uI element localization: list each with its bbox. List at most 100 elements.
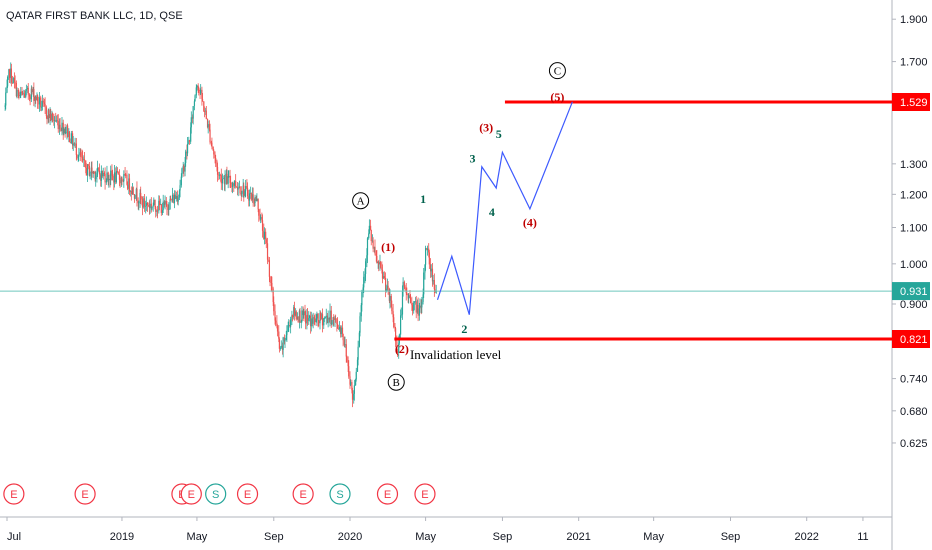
candle-body bbox=[338, 326, 340, 330]
candle-body bbox=[163, 201, 166, 206]
candle-body bbox=[203, 111, 206, 112]
candle-body bbox=[20, 91, 22, 96]
candle-body bbox=[280, 347, 282, 349]
event-marker-letter: E bbox=[244, 489, 251, 501]
candle-body bbox=[362, 287, 364, 292]
candle-body bbox=[85, 167, 87, 176]
candle-body bbox=[96, 172, 98, 176]
candle-body bbox=[224, 177, 226, 185]
candle-body bbox=[376, 255, 378, 264]
candle-body bbox=[360, 305, 362, 317]
target-level-tag-text: 1.529 bbox=[900, 97, 928, 109]
candle-body bbox=[385, 288, 387, 291]
candle-body bbox=[361, 291, 363, 306]
candle-body bbox=[271, 282, 273, 289]
candle-body bbox=[30, 88, 32, 100]
invalidation-level-annotation: Invalidation level bbox=[410, 347, 502, 362]
candle-body bbox=[338, 328, 340, 330]
candle-body bbox=[356, 359, 359, 372]
candle-body bbox=[116, 171, 119, 172]
candle-body bbox=[320, 313, 322, 320]
candle-body bbox=[196, 85, 198, 88]
candle-body bbox=[340, 326, 342, 335]
y-tick-label: 0.900 bbox=[900, 299, 928, 311]
candle-body bbox=[46, 116, 48, 120]
candle-body bbox=[413, 301, 415, 303]
x-tick-label: Jul bbox=[7, 531, 21, 543]
candle-body bbox=[214, 154, 216, 158]
candle-body bbox=[130, 191, 132, 194]
candle-body bbox=[408, 295, 410, 299]
event-marker-letter: E bbox=[81, 489, 88, 501]
candle-body bbox=[98, 167, 100, 171]
candle-body bbox=[193, 101, 196, 107]
candle-body bbox=[220, 175, 222, 184]
candle-body bbox=[267, 259, 269, 261]
candle-body bbox=[60, 129, 62, 131]
candle-body bbox=[330, 310, 332, 324]
candle-body bbox=[302, 310, 304, 316]
candle-body bbox=[188, 140, 191, 142]
candle-body bbox=[392, 311, 394, 318]
candle-body bbox=[411, 305, 414, 311]
candle-body bbox=[389, 296, 391, 301]
candle-body bbox=[325, 317, 327, 319]
candle-body bbox=[143, 198, 146, 207]
candle-body bbox=[57, 120, 59, 122]
candle-body bbox=[156, 210, 159, 212]
candle-body bbox=[335, 318, 337, 320]
candle-body bbox=[158, 200, 161, 205]
candle-body bbox=[146, 203, 149, 205]
wave-label: (5) bbox=[550, 90, 564, 104]
event-marker-letter: E bbox=[299, 489, 306, 501]
candle-body bbox=[31, 88, 33, 93]
candle-body bbox=[156, 210, 158, 212]
candle-body bbox=[421, 301, 423, 308]
candle-body bbox=[100, 174, 102, 181]
candle-body bbox=[14, 81, 16, 84]
candle-body bbox=[133, 194, 136, 199]
candle-body bbox=[395, 328, 397, 342]
candle-body bbox=[109, 178, 111, 180]
candle-body bbox=[401, 290, 404, 315]
candle-body bbox=[235, 180, 237, 187]
candle-body bbox=[49, 114, 51, 119]
candle-body bbox=[390, 296, 392, 308]
candle-body bbox=[158, 200, 160, 211]
candle-body bbox=[374, 246, 376, 254]
candle-body bbox=[83, 159, 86, 161]
candle-body bbox=[160, 204, 162, 205]
candle-body bbox=[308, 315, 310, 319]
candle-body bbox=[15, 83, 17, 97]
candle-body bbox=[278, 338, 281, 349]
candle-body bbox=[416, 304, 419, 313]
candle-body bbox=[336, 323, 339, 329]
y-tick-label: 1.900 bbox=[900, 14, 928, 26]
candle-body bbox=[287, 325, 289, 332]
candle-body bbox=[108, 178, 110, 181]
candle-body bbox=[258, 209, 260, 216]
candle-body bbox=[188, 140, 190, 145]
candle-body bbox=[216, 166, 219, 175]
candle-body bbox=[308, 318, 310, 321]
earnings-event-marker bbox=[236, 483, 259, 505]
y-tick-label: 1.200 bbox=[900, 189, 928, 201]
candle-body bbox=[365, 261, 367, 274]
candle-body bbox=[125, 174, 127, 176]
wave-label: 1 bbox=[420, 192, 426, 206]
candle-body bbox=[68, 131, 70, 137]
candle-body bbox=[155, 207, 157, 212]
candle-body bbox=[208, 124, 211, 130]
candle-body bbox=[119, 179, 121, 184]
candle-body bbox=[426, 248, 429, 250]
candle-body bbox=[366, 238, 369, 256]
candles bbox=[4, 62, 437, 408]
candle-body bbox=[160, 204, 162, 213]
wave-label-c: C bbox=[554, 66, 561, 78]
y-tick-label: 0.740 bbox=[900, 374, 928, 386]
candle-body bbox=[222, 178, 224, 180]
event-marker-letter: S bbox=[336, 489, 343, 501]
candle-body bbox=[296, 316, 299, 320]
candle-body bbox=[323, 318, 325, 326]
